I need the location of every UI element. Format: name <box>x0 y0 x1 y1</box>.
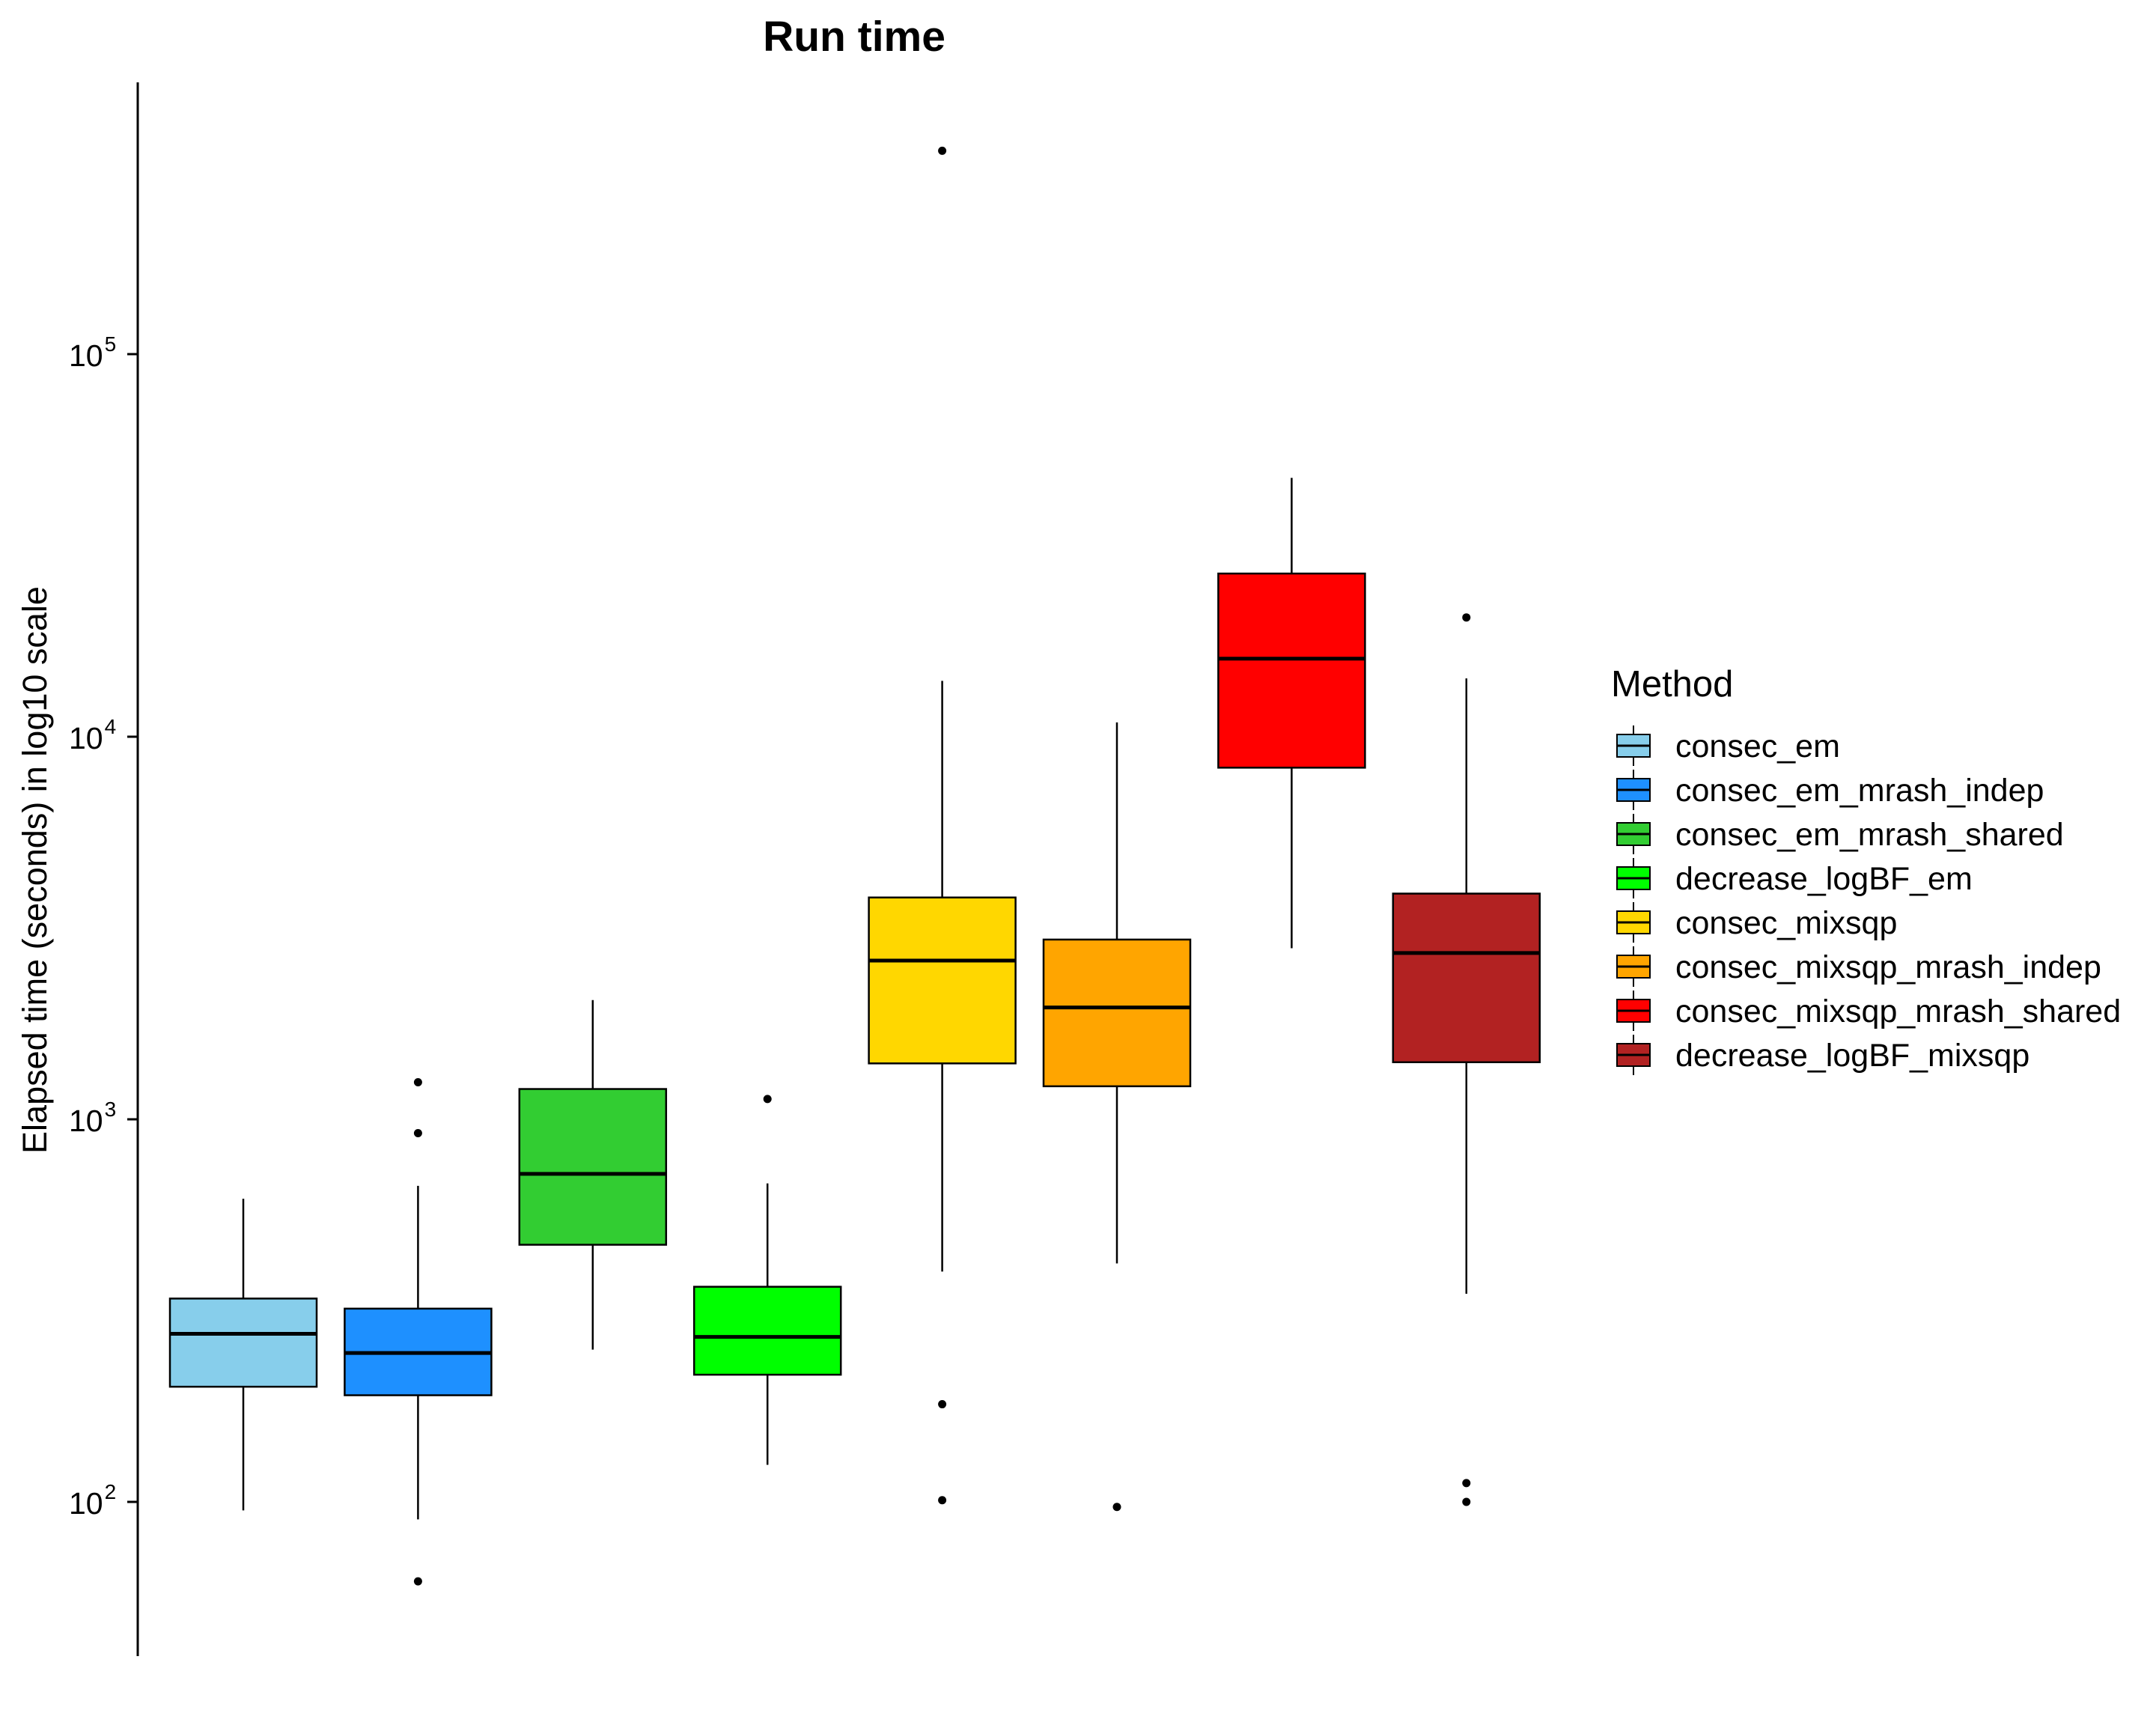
legend: Method consec_emconsec_em_mrash_indepcon… <box>1611 664 2121 1075</box>
y-tick-label: 102 <box>69 1480 116 1521</box>
box <box>1042 938 1192 1088</box>
y-tick-exponent: 2 <box>105 1480 117 1503</box>
chart-title: Run time <box>763 13 945 61</box>
outlier-point <box>1462 1497 1471 1506</box>
outlier-point <box>938 146 947 155</box>
y-tick-base: 10 <box>69 1104 103 1138</box>
y-tick-exponent: 5 <box>105 332 117 356</box>
y-tick-label: 103 <box>69 1098 116 1138</box>
outlier-point <box>763 1095 772 1104</box>
boxplot-consec_mixsqp_mrash_indep <box>1042 722 1192 1512</box>
outlier-point <box>413 1129 422 1138</box>
y-axis-title: Elapsed time (seconds) in log10 scale <box>16 586 54 1154</box>
legend-items: consec_em consec_em_mrash_indep consec_em_… <box>1616 725 2121 1075</box>
boxplots <box>168 146 1541 1586</box>
legend-label: consec_em_mrash_shared <box>1675 817 2064 853</box>
legend-label: consec_mixsqp_mrash_shared <box>1675 994 2121 1029</box>
box <box>168 1297 318 1388</box>
legend-item: consec_em_mrash_shared <box>1616 814 2064 854</box>
box <box>1392 892 1541 1063</box>
y-tick-base: 10 <box>69 721 103 755</box>
boxplot-consec_em_mrash_shared <box>518 1000 668 1350</box>
outlier-point <box>413 1077 422 1086</box>
legend-item: consec_mixsqp_mrash_indep <box>1616 946 2101 987</box>
legend-item: decrease_logBF_mixsqp <box>1616 1035 2029 1075</box>
boxplot-decrease_logBF_em <box>692 1095 842 1465</box>
y-tick-exponent: 3 <box>105 1098 117 1121</box>
outlier-point <box>1462 613 1471 622</box>
y-tick-base: 10 <box>69 1486 103 1521</box>
box <box>1217 572 1366 769</box>
legend-label: consec_em_mrash_indep <box>1675 773 2044 809</box>
legend-label: decrease_logBF_mixsqp <box>1675 1038 2029 1074</box>
y-tick-label: 105 <box>69 332 116 373</box>
legend-item: decrease_logBF_em <box>1616 858 1973 898</box>
outlier-point <box>1462 1479 1471 1488</box>
box <box>692 1286 842 1376</box>
legend-title: Method <box>1611 664 1733 705</box>
legend-label: consec_em <box>1675 728 1840 764</box>
boxplot-consec_em <box>168 1199 318 1511</box>
legend-item: consec_mixsqp <box>1616 902 1897 943</box>
y-tick-base: 10 <box>69 338 103 373</box>
y-tick-label: 104 <box>69 715 116 755</box>
box <box>868 896 1017 1065</box>
y-tick-exponent: 4 <box>105 715 117 738</box>
legend-label: consec_mixsqp <box>1675 905 1897 941</box>
legend-item: consec_em <box>1616 725 1840 766</box>
legend-label: decrease_logBF_em <box>1675 861 1973 897</box>
outlier-point <box>1112 1503 1121 1512</box>
outlier-point <box>938 1400 947 1409</box>
box <box>518 1088 668 1246</box>
boxplot-consec_mixsqp <box>868 146 1017 1505</box>
boxplot-consec_mixsqp_mrash_shared <box>1217 478 1366 949</box>
boxplot-decrease_logBF_mixsqp <box>1392 613 1541 1506</box>
legend-item: consec_em_mrash_indep <box>1616 770 2044 810</box>
boxplot-consec_em_mrash_indep <box>344 1077 493 1586</box>
legend-item: consec_mixsqp_mrash_shared <box>1616 991 2121 1031</box>
outlier-point <box>938 1496 947 1505</box>
legend-label: consec_mixsqp_mrash_indep <box>1675 949 2101 985</box>
outlier-point <box>413 1577 422 1586</box>
